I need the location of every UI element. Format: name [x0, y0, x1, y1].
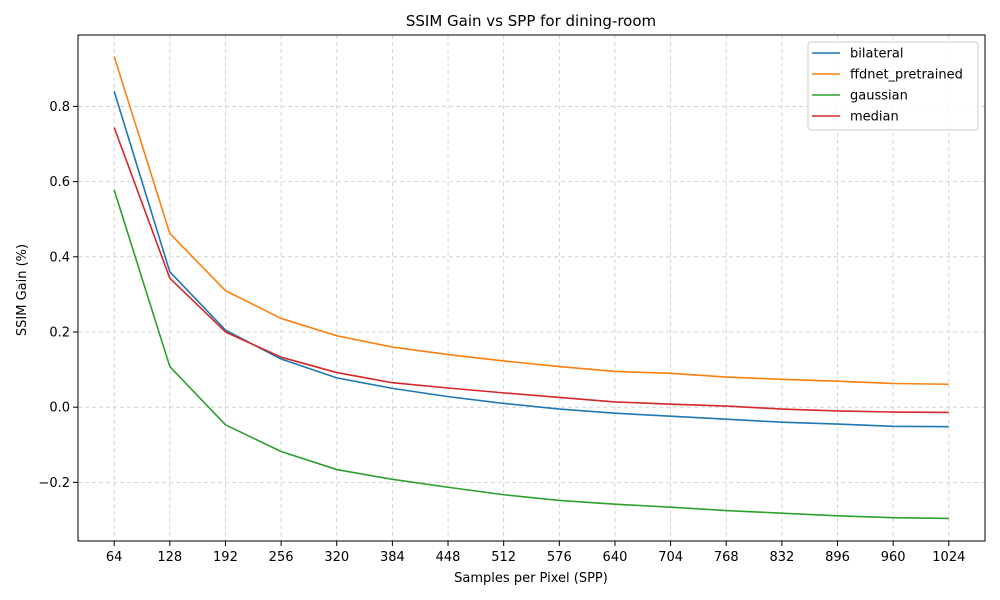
legend-label: median: [850, 110, 899, 125]
x-tick-label: 512: [491, 550, 516, 565]
legend-label: ffdnet_pretrained: [850, 68, 963, 83]
series-lines: [113, 56, 949, 520]
y-tick-label: 0.0: [49, 401, 70, 416]
plot-frame: [77, 34, 986, 542]
x-tick-label: 384: [380, 550, 405, 565]
x-axis-label: Samples per Pixel (SPP): [454, 571, 608, 586]
x-tick-label: 576: [547, 550, 572, 565]
x-tick-label: 640: [603, 550, 628, 565]
x-tick-label: 448: [436, 550, 461, 565]
y-tick-label: 0.6: [49, 175, 70, 190]
series-line-median: [113, 127, 949, 414]
y-axis-ticks: −0.2 0.0 0.2 0.4 0.6 0.8: [38, 100, 78, 491]
y-tick-label: 0.2: [49, 325, 70, 340]
x-axis-ticks: 64 128 192 256 320 384 448 512 576 640 704 768 832 89…: [106, 541, 965, 565]
series-line-ffdnet-pretrained: [113, 56, 949, 386]
legend-box: [807, 41, 979, 131]
legend-label: bilateral: [850, 47, 903, 62]
x-tick-label: 64: [106, 550, 123, 565]
y-tick-label: −0.2: [38, 476, 70, 491]
x-tick-label: 896: [825, 550, 850, 565]
x-tick-label: 192: [213, 550, 238, 565]
x-tick-label: 768: [714, 550, 739, 565]
series-line-gaussian: [113, 189, 949, 520]
y-tick-label: 0.4: [49, 250, 70, 265]
legend: bilateral ffdnet_pretrained gaussian median: [807, 41, 979, 131]
x-tick-label: 320: [324, 550, 349, 565]
legend-label: gaussian: [850, 89, 908, 104]
grid: [78, 35, 985, 541]
x-tick-label: 832: [769, 550, 794, 565]
x-tick-label: 704: [658, 550, 683, 565]
x-tick-label: 256: [269, 550, 294, 565]
y-tick-label: 0.8: [49, 100, 70, 115]
chart-title: SSIM Gain vs SPP for dining-room: [406, 12, 656, 30]
x-tick-label: 128: [157, 550, 182, 565]
y-axis-label: SSIM Gain (%): [15, 244, 30, 336]
x-tick-label: 960: [881, 550, 906, 565]
x-tick-label: 1024: [932, 550, 965, 565]
